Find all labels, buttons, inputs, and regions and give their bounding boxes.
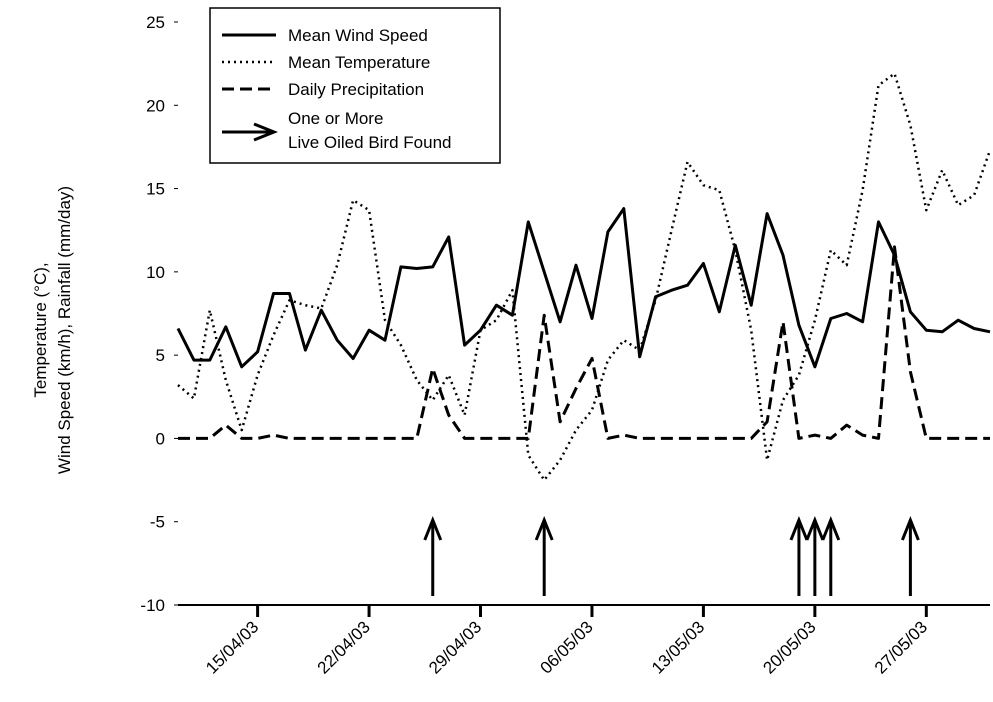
event-arrow [534,515,554,596]
y-label: Temperature (°C), Wind Speed (km/h), Rai… [31,186,74,474]
y-tick-label: 10 [146,263,165,282]
event-arrow [423,515,443,596]
y-tick-label: -10 [140,596,165,615]
x-tick-label: 29/04/03 [425,617,485,677]
legend-label: Mean Wind Speed [288,26,428,45]
event-arrow [789,515,809,596]
legend-label: Mean Temperature [288,53,430,72]
x-tick-label: 22/04/03 [314,617,374,677]
y-label-line: Temperature (°C), [31,262,50,397]
arrow-head [534,515,554,541]
legend: Mean Wind Speed Mean Temperature Daily Pre… [209,7,501,164]
x-tick-label: 06/05/03 [537,617,597,677]
event-arrow [805,515,825,596]
arrow-head [805,515,825,541]
series-line [178,245,990,440]
legend-arrow [222,122,279,142]
y-tick-label: 15 [146,180,165,199]
legend-label: One or More [288,109,383,128]
legend-label: Live Oiled Bird Found [288,133,451,152]
arrow-head [821,515,841,541]
x-tick-label: 13/05/03 [648,617,708,677]
arrow-head [789,515,809,541]
x-tick-label: 27/05/03 [871,617,931,677]
event-arrow [900,515,920,596]
legend-label: Daily Precipitation [288,80,424,99]
event-arrow [821,515,841,596]
arrow-head [900,515,920,541]
y-label-line: Wind Speed (km/h), Rainfall (mm/day) [55,186,74,474]
x-tick-label: 20/05/03 [759,617,819,677]
y-tick-label: 25 [146,13,165,32]
y-tick-label: 0 [156,429,165,448]
y-tick-label: -5 [150,513,165,532]
y-tick-label: 20 [146,96,165,115]
y-tick-label: 5 [156,346,165,365]
arrow-head [253,122,279,142]
series-line [176,207,991,369]
arrow-head [423,515,443,541]
x-tick-label: 15/04/03 [202,617,262,677]
